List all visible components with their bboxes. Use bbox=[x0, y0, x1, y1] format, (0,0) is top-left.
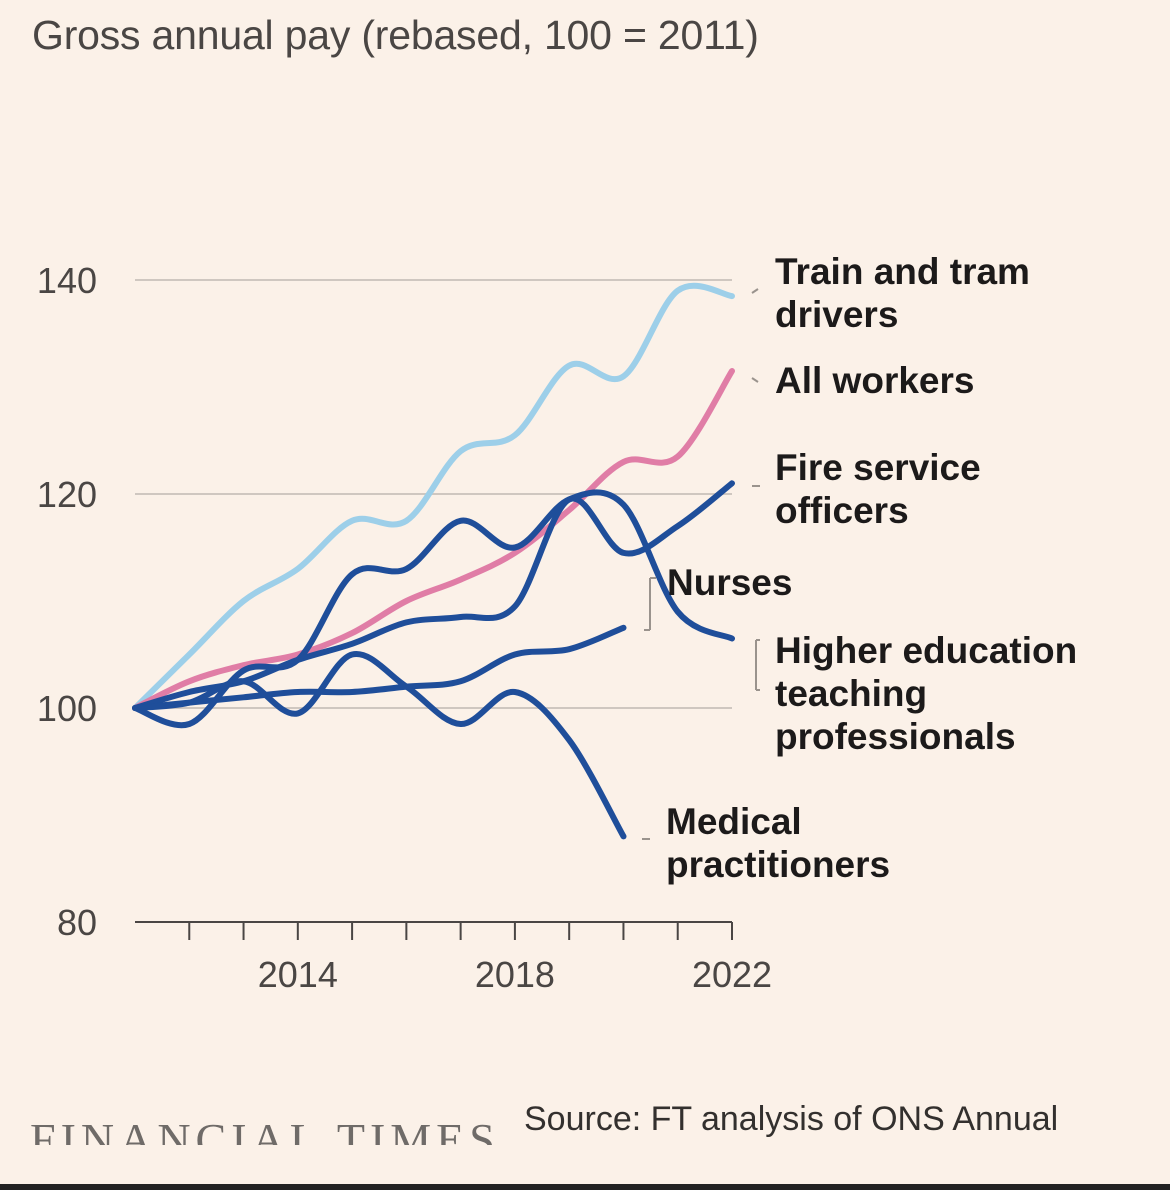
series-label-line: teaching bbox=[775, 673, 927, 714]
bottom-rule bbox=[0, 1184, 1170, 1190]
series-label-nurses: Nurses bbox=[667, 562, 792, 603]
series-line-fire-service-officers bbox=[132, 480, 735, 711]
y-tick-label-140: 140 bbox=[37, 260, 97, 301]
series-label-medical-practitioners: Medical practitioners bbox=[666, 801, 890, 885]
x-tick-label-2022: 2022 bbox=[692, 954, 772, 995]
x-axis: 2014 2018 2022 bbox=[135, 921, 772, 995]
grid-layer: 80 100 120 140 bbox=[37, 260, 732, 943]
series-label-line: drivers bbox=[775, 294, 898, 335]
y-tick-label-100: 100 bbox=[37, 688, 97, 729]
series-label-line: officers bbox=[775, 490, 909, 531]
ft-logo-wordmark: FINANCIAL TIMES bbox=[30, 1114, 500, 1145]
series-line-all-workers bbox=[132, 368, 735, 711]
line-chart: 80 100 120 140 2014 2018 2022 Train and tram d… bbox=[37, 251, 1077, 995]
chart-title: Gross annual pay (rebased, 100 = 2011) bbox=[32, 12, 759, 58]
x-tick-label-2018: 2018 bbox=[475, 954, 555, 995]
y-tick-label-120: 120 bbox=[37, 474, 97, 515]
series-label-higher-education-teaching-professionals: Higher education teaching professionals bbox=[775, 630, 1077, 757]
series-label-line: practitioners bbox=[666, 844, 890, 885]
series-label-line: professionals bbox=[775, 716, 1016, 757]
label-leader-all-workers bbox=[751, 377, 759, 383]
series-label-line: Nurses bbox=[667, 562, 792, 603]
series-label-fire-service-officers: Fire service officers bbox=[775, 447, 981, 531]
label-leader-train-and-tram-drivers bbox=[751, 288, 759, 294]
series-label-train-and-tram-drivers: Train and tram drivers bbox=[775, 251, 1030, 335]
series-line-train-and-tram-drivers bbox=[132, 282, 735, 711]
series-label-line: Train and tram bbox=[775, 251, 1030, 292]
series-line-higher-education-teaching-professionals bbox=[132, 489, 735, 729]
series-label-line: All workers bbox=[775, 360, 974, 401]
series-label-line: Higher education bbox=[775, 630, 1077, 671]
x-tick-label-2014: 2014 bbox=[258, 954, 338, 995]
series-label-line: Fire service bbox=[775, 447, 981, 488]
series-layer bbox=[132, 282, 735, 840]
series-line-medical-practitioners bbox=[132, 651, 627, 840]
series-label-line: Medical bbox=[666, 801, 802, 842]
source-note: Source: FT analysis of ONS Annual bbox=[524, 1100, 1059, 1138]
series-labels: Train and tram drivers All workers Fire ser… bbox=[642, 251, 1077, 885]
series-label-all-workers: All workers bbox=[775, 360, 974, 401]
y-tick-label-80: 80 bbox=[57, 902, 97, 943]
